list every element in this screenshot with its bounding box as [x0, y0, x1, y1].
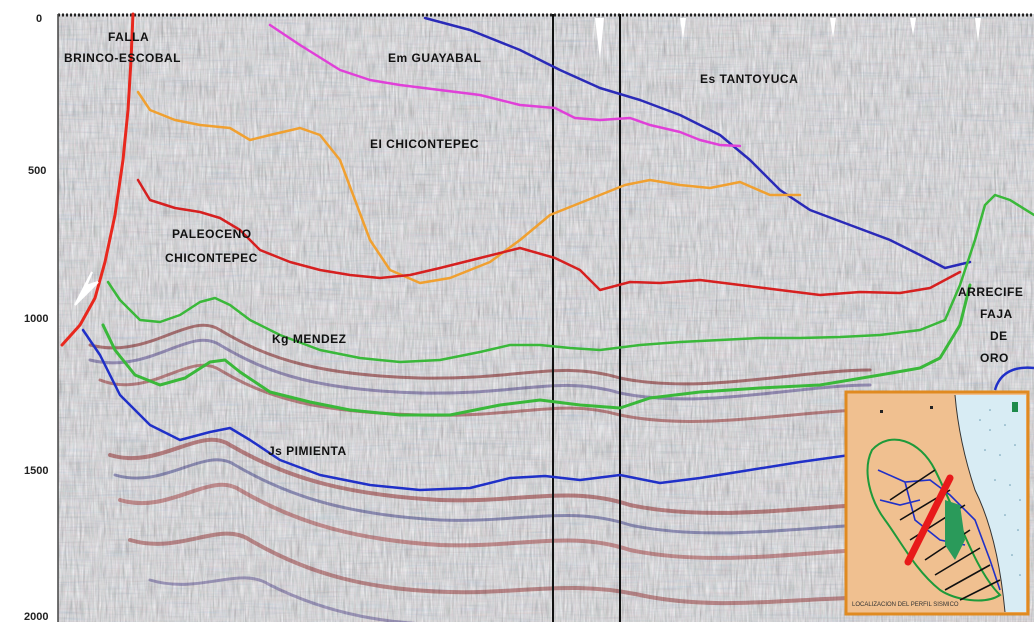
inset-marker	[1012, 402, 1018, 412]
label-faja: FAJA	[980, 307, 1013, 321]
label-pimienta: Js PIMIENTA	[268, 444, 347, 458]
inset-location-map: LOCALIZACION DEL PERFIL SISMICO	[844, 390, 1030, 616]
horizon-mendez	[106, 193, 1034, 364]
seismic-texture	[58, 14, 1034, 622]
label-guayabal: Em GUAYABAL	[388, 51, 481, 65]
depth-tick-500: 500	[28, 165, 46, 177]
surface-marks	[595, 18, 981, 60]
inset-sea	[955, 395, 1026, 612]
horizon-guayabal	[268, 23, 742, 148]
depth-tick-2000: 2000	[24, 611, 48, 622]
unit-labels: FALLA BRINCO-ESCOBAL Em GUAYABAL Es TANT…	[64, 30, 1023, 458]
label-arrecife: ARRECIFE	[958, 285, 1023, 299]
label-tantoyuca: Es TANTOYUCA	[700, 72, 798, 86]
depth-tick-1500: 1500	[24, 465, 48, 477]
horizon-chicontepec-eoc	[136, 90, 802, 285]
label-mendez: Kg MENDEZ	[272, 332, 347, 346]
inset-marker-small-2	[880, 410, 883, 413]
arrow-icon	[74, 271, 99, 306]
label-chicontepec-paleo: CHICONTEPEC	[165, 251, 258, 265]
inset-coastline	[954, 394, 1006, 613]
label-falla: FALLA	[108, 30, 149, 44]
label-brinco-escobal: BRINCO-ESCOBAL	[64, 51, 181, 65]
horizon-paleoceno	[136, 178, 962, 297]
inset-caption: LOCALIZACION DEL PERFIL SISMICO	[852, 602, 959, 608]
label-paleoceno: PALEOCENO	[172, 227, 252, 241]
horizon-tantoyuca	[423, 16, 972, 270]
depth-tick-1000: 1000	[24, 313, 48, 325]
horizon-pimienta	[81, 328, 902, 492]
reflector-bands	[88, 323, 872, 622]
inset-green-field	[945, 500, 965, 560]
label-oro: ORO	[980, 351, 1009, 365]
depth-tick-0: 0	[36, 13, 42, 25]
inset-sea-dots	[979, 409, 1021, 576]
inset-marker-small	[930, 406, 933, 409]
label-chicontepec-eoc: EI CHICONTEPEC	[370, 137, 479, 151]
fault-brinco-escobal	[60, 12, 135, 347]
horizon-arrecife	[101, 283, 972, 417]
inset-section-line	[904, 474, 954, 566]
label-de: DE	[990, 329, 1008, 343]
inset-basin-outline	[866, 438, 1002, 602]
depth-axis: 0 500 1000 1500 2000	[24, 13, 48, 622]
horizon-pimienta-east	[993, 366, 1034, 391]
